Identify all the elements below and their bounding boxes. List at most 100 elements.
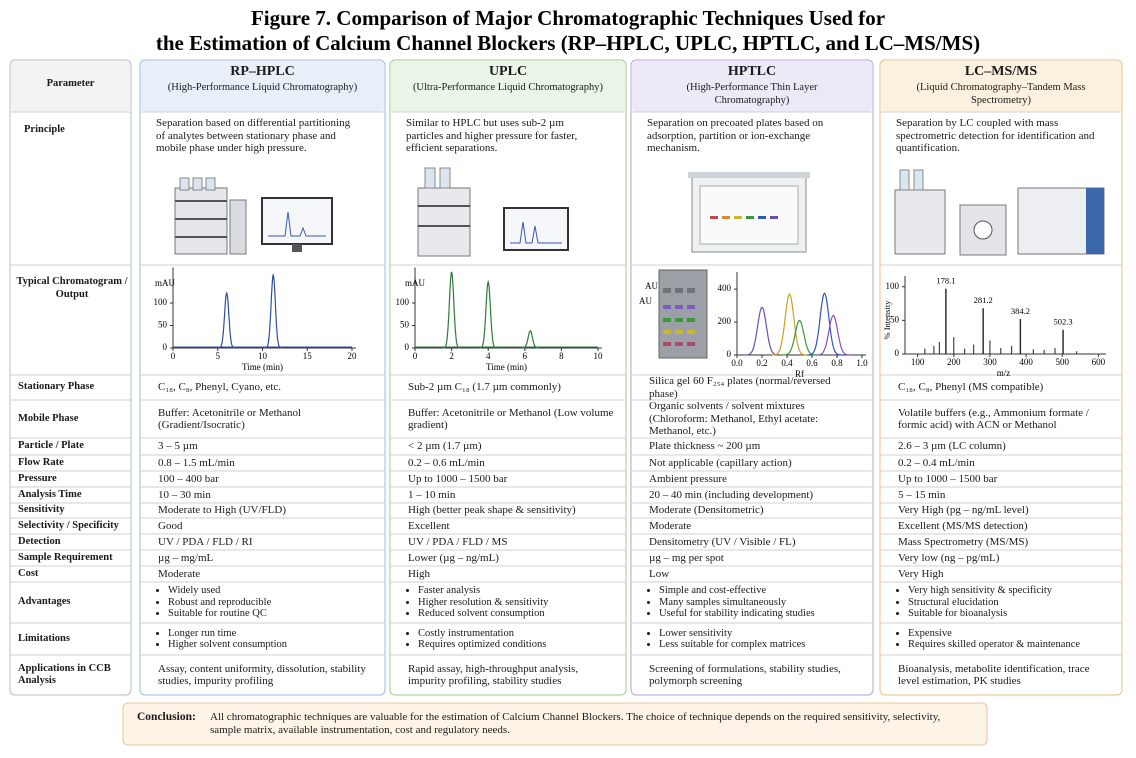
- x-tick-label: 15: [303, 351, 313, 361]
- y-tick-label: 50: [400, 320, 410, 330]
- bullet-item: Higher resolution & sensitivity: [418, 597, 548, 609]
- row-label: Applications in CCB Analysis: [18, 662, 111, 687]
- cell-text: Buffer: Acetonitrile or Methanol (Gradie…: [158, 406, 302, 432]
- row-label: Particle / Plate: [18, 440, 84, 452]
- x-tick-label: 10: [594, 351, 604, 361]
- bullet-item: Many samples simultaneously: [659, 597, 815, 609]
- bullet-item: Costly instrumentation: [418, 628, 546, 640]
- peak-label: 502.3: [1054, 317, 1073, 327]
- y-tick-label: 50: [158, 320, 168, 330]
- illustration-shape: [510, 221, 562, 244]
- bullet-item: Higher solvent consumption: [168, 639, 287, 651]
- parameter-header: [11, 61, 130, 112]
- illustration-shape: [663, 330, 671, 334]
- bullet-item: Useful for stability indicating studies: [659, 608, 815, 620]
- illustration-shape: [175, 200, 227, 202]
- x-tick-label: 0.8: [831, 358, 843, 368]
- illustration-shape: [675, 342, 683, 346]
- cell-text: High (better peak shape & sensitivity): [408, 504, 576, 517]
- y-tick-label: 0: [405, 342, 410, 352]
- column-header-bg: [391, 61, 625, 112]
- peak: [442, 271, 461, 349]
- x-tick-label: 2: [449, 351, 454, 361]
- illustration-shape: [687, 318, 695, 322]
- hptlc-illustration: [688, 172, 810, 253]
- y-tick-label: 100: [154, 297, 168, 307]
- bullet-list: Faster analysisHigher resolution & sensi…: [404, 585, 548, 620]
- y-tick-label: 100: [396, 297, 410, 307]
- y-axis-label: mAU: [155, 278, 176, 288]
- bullet-item: Robust and reproducible: [168, 597, 271, 609]
- bullet-item: Lower sensitivity: [659, 628, 805, 640]
- list-cell: Lower sensitivityLess suitable for compl…: [645, 623, 867, 655]
- cell-text: UV / PDA / FLD / RI: [158, 535, 253, 548]
- y-tick-label: 100: [886, 281, 900, 291]
- x-tick-label: 8: [559, 351, 564, 361]
- cell-text: Mass Spectrometry (MS/MS): [898, 535, 1029, 548]
- column-full-name: (Liquid Chromatography–Tandem Mass Spect…: [916, 82, 1086, 106]
- illustration-shape: [675, 305, 683, 309]
- cell-text: Moderate (Densitometric): [649, 504, 764, 517]
- row-label: Pressure: [18, 472, 57, 484]
- bullet-item: Suitable for bioanalysis: [908, 608, 1052, 620]
- cell-text: Very High (pg – ng/mL level): [898, 504, 1029, 517]
- list-cell: ExpensiveRequires skilled operator & mai…: [894, 623, 1116, 655]
- illustration-shape: [710, 216, 718, 219]
- list-cell: Faster analysisHigher resolution & sensi…: [404, 582, 620, 623]
- illustration-shape: [675, 318, 683, 322]
- bullet-list: Widely usedRobust and reproducibleSuitab…: [154, 585, 271, 620]
- row-label: Detection: [18, 535, 61, 547]
- illustration-shape: [663, 342, 671, 346]
- list-cell: Simple and cost-effectiveMany samples si…: [645, 582, 867, 623]
- illustration-shape: [663, 305, 671, 309]
- cell-text: Bioanalysis, metabolite identification, …: [898, 662, 1090, 688]
- cell-text: Densitometry (UV / Visible / FL): [649, 535, 796, 548]
- cell-text: Assay, content uniformity, dissolution, …: [158, 662, 366, 688]
- row-label: Mobile Phase: [18, 412, 79, 424]
- illustration-shape: [687, 305, 695, 309]
- illustration-shape: [192, 177, 203, 191]
- illustration-shape: [699, 185, 799, 245]
- principle-text: Similar to HPLC but uses sub-2 µm partic…: [406, 117, 578, 154]
- illustration-shape: [179, 177, 190, 191]
- bullet-item: Longer run time: [168, 628, 287, 640]
- x-tick-label: 20: [348, 351, 358, 361]
- list-cell: Longer run timeHigher solvent consumptio…: [154, 623, 379, 655]
- x-axis-label: Time (min): [242, 362, 283, 372]
- cell-text: 100 – 400 bar: [158, 472, 219, 485]
- illustration-shape: [663, 318, 671, 322]
- row-label: Advantages: [18, 596, 71, 608]
- row-label: Sensitivity: [18, 504, 65, 516]
- x-tick-label: 400: [1019, 357, 1033, 367]
- bullet-list: ExpensiveRequires skilled operator & mai…: [894, 628, 1080, 651]
- cell-text: Volatile buffers (e.g., Ammonium formate…: [898, 406, 1089, 432]
- row-label: Analysis Time: [18, 488, 82, 500]
- peak-label: 281.2: [974, 295, 993, 305]
- illustration-shape: [973, 220, 993, 240]
- bullet-item: Requires skilled operator & maintenance: [908, 639, 1080, 651]
- principle-text: Separation based on differential partiti…: [156, 117, 351, 154]
- x-tick-label: 0: [171, 351, 176, 361]
- x-tick-label: 0.0: [731, 358, 743, 368]
- x-tick-label: 0.6: [806, 358, 818, 368]
- uplc-illustration: [417, 167, 569, 257]
- x-axis-label: Time (min): [486, 362, 527, 372]
- cell-text: Rapid assay, high-throughput analysis, i…: [408, 662, 579, 688]
- x-tick-label: 4: [486, 351, 491, 361]
- row-label: Selectivity / Specificity: [18, 519, 119, 531]
- bullet-item: Requires optimized conditions: [418, 639, 546, 651]
- x-tick-label: 300: [983, 357, 997, 367]
- illustration-shape: [688, 172, 810, 178]
- title-line: the Estimation of Calcium Channel Blocke…: [155, 31, 981, 55]
- bullet-item: Very high sensitivity & specificity: [908, 585, 1052, 597]
- bullet-item: Widely used: [168, 585, 271, 597]
- cell-text: 10 – 30 min: [158, 488, 211, 501]
- cell-text: Screening of formulations, stability stu…: [649, 662, 841, 688]
- peak: [807, 292, 842, 356]
- hplc-illustration: [174, 177, 333, 255]
- cell-text: < 2 µm (1.7 µm): [408, 440, 482, 453]
- row-label: Principle: [24, 124, 65, 135]
- bullet-item: Faster analysis: [418, 585, 548, 597]
- cell-text: Plate thickness ~ 200 µm: [649, 440, 761, 453]
- cell-text: 2.6 – 3 µm (LC column): [898, 440, 1006, 453]
